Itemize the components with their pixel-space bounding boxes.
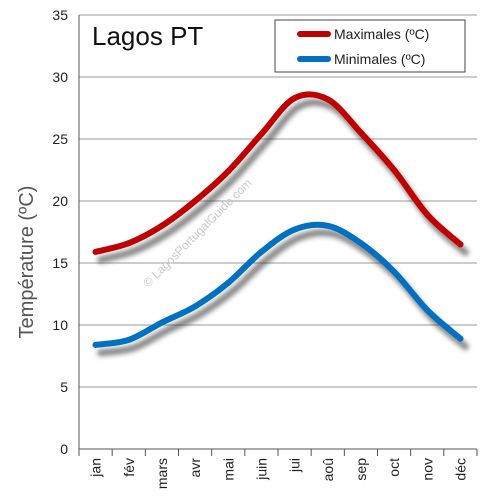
x-tick-label: déc — [452, 458, 468, 481]
series-lines — [92, 91, 469, 357]
y-tick-label: 25 — [52, 131, 68, 147]
data-point — [291, 226, 298, 233]
x-axis-ticks: jan fév mars avr mai juin jui aoû sep oct nov déc — [78, 449, 478, 489]
data-point — [125, 240, 132, 247]
data-point — [391, 268, 398, 275]
y-axis-label: Température (ºC) — [16, 186, 38, 339]
x-tick-label: juin — [253, 458, 269, 481]
x-tick-label: nov — [419, 458, 435, 481]
x-tick-label: mai — [220, 458, 236, 481]
data-point — [258, 131, 265, 138]
data-point — [391, 167, 398, 173]
data-point — [225, 279, 232, 286]
y-tick-label: 0 — [60, 441, 68, 457]
x-tick-label: mars — [154, 458, 170, 489]
data-point — [357, 129, 364, 136]
data-point — [424, 211, 431, 218]
legend: Maximales (ºC) Minimales (ºC) — [274, 19, 466, 73]
data-point — [192, 303, 199, 310]
y-tick-label: 20 — [52, 193, 68, 209]
data-point — [357, 240, 364, 247]
data-point — [258, 248, 265, 255]
data-point — [324, 96, 331, 103]
x-tick-label: aoû — [320, 458, 336, 481]
x-tick-label: sep — [353, 458, 369, 481]
data-point — [324, 222, 331, 229]
series-0 — [92, 91, 469, 264]
legend-label-min: Minimales (ºC) — [334, 51, 425, 67]
data-point — [291, 95, 298, 102]
data-point — [92, 341, 99, 348]
x-tick-label: oct — [386, 458, 402, 477]
series-1 — [92, 221, 469, 357]
series-line — [92, 91, 464, 255]
x-tick-label: jui — [287, 458, 303, 473]
series-line — [92, 221, 464, 348]
data-point — [192, 198, 199, 204]
chart-title: Lagos PT — [92, 21, 203, 51]
data-point — [457, 241, 464, 248]
legend-label-max: Maximales (ºC) — [334, 26, 429, 42]
y-tick-label: 30 — [52, 69, 68, 85]
data-point — [424, 307, 431, 314]
legend-box — [274, 19, 466, 73]
data-point — [158, 222, 165, 229]
data-point — [125, 336, 132, 343]
y-tick-label: 10 — [52, 317, 68, 333]
data-point — [225, 168, 232, 175]
data-point — [457, 335, 464, 342]
axes — [78, 15, 477, 450]
y-tick-label: 35 — [52, 7, 68, 23]
data-point — [92, 248, 99, 255]
x-tick-label: fév — [121, 458, 137, 477]
y-tick-label: 5 — [60, 379, 68, 395]
data-point — [158, 319, 165, 326]
x-tick-label: jan — [88, 458, 104, 478]
x-tick-label: avr — [187, 458, 203, 478]
y-tick-label: 15 — [52, 255, 68, 271]
gridlines — [79, 14, 477, 388]
y-axis-ticks: 0 5 10 15 20 25 30 35 — [52, 7, 68, 457]
